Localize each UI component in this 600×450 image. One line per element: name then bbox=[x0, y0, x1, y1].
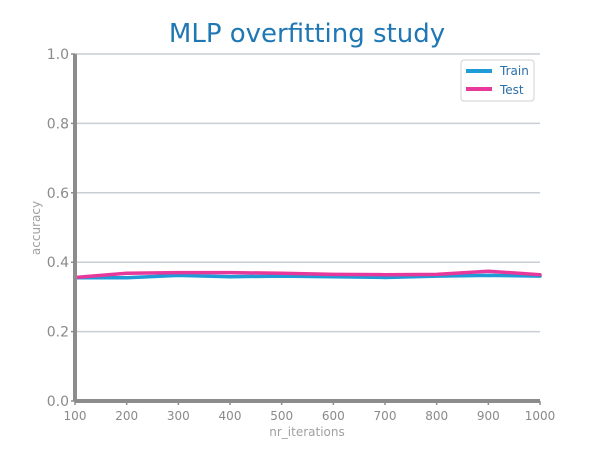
x-tick-label: 700 bbox=[374, 409, 397, 423]
series-layer bbox=[73, 269, 542, 280]
y-tick-label: 0.0 bbox=[47, 394, 69, 410]
tick-layer: 0.0 0.2 0.4 0.6 0.8 1.0 100 200 300 400 500 600 700 8… bbox=[47, 47, 556, 423]
x-tick-label: 1000 bbox=[525, 409, 556, 423]
y-tick-label: 0.6 bbox=[47, 186, 69, 202]
x-axis-label: nr_iterations bbox=[269, 425, 345, 439]
series-line-test bbox=[73, 269, 542, 280]
legend-label-test: Test bbox=[499, 83, 524, 97]
axis-layer bbox=[73, 54, 540, 403]
y-tick-label: 1.0 bbox=[47, 47, 69, 63]
y-tick-label: 0.8 bbox=[47, 116, 69, 132]
legend: Train Test bbox=[460, 59, 535, 102]
legend-label-train: Train bbox=[499, 64, 529, 78]
x-tick-label: 100 bbox=[64, 409, 87, 423]
y-tick-label: 0.4 bbox=[47, 255, 69, 271]
x-tick-label: 900 bbox=[477, 409, 500, 423]
x-tick-label: 400 bbox=[219, 409, 242, 423]
chart-title: MLP overfitting study bbox=[169, 19, 445, 49]
grid-layer bbox=[75, 53, 540, 402]
x-tick-label: 300 bbox=[167, 409, 190, 423]
x-tick-label: 500 bbox=[270, 409, 293, 423]
y-axis-label: accuracy bbox=[29, 201, 43, 255]
x-tick-label: 800 bbox=[425, 409, 448, 423]
x-tick-label: 200 bbox=[115, 409, 138, 423]
x-tick-label: 600 bbox=[322, 409, 345, 423]
y-tick-label: 0.2 bbox=[47, 325, 69, 341]
series-line-train bbox=[73, 273, 542, 280]
